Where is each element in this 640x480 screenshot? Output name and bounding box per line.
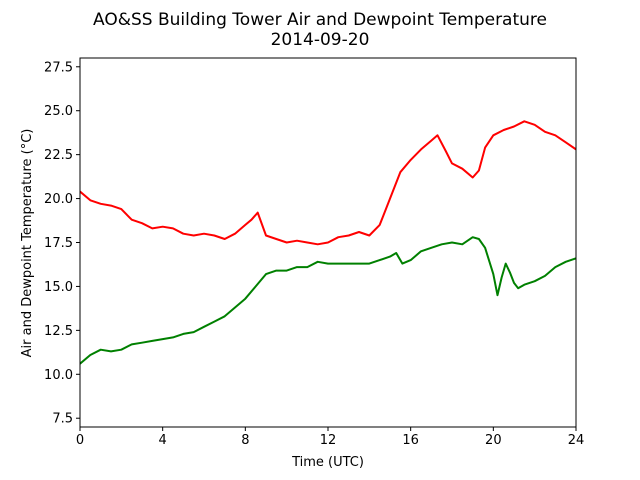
x-tick-label: 0: [76, 433, 84, 448]
y-tick-label: 22.5: [44, 148, 73, 163]
x-tick-label: 12: [320, 433, 337, 448]
y-tick-label: 27.5: [44, 60, 73, 75]
x-tick-label: 20: [485, 433, 502, 448]
y-tick-label: 25.0: [44, 104, 73, 119]
chart-title: AO&SS Building Tower Air and Dewpoint Te…: [93, 10, 547, 30]
y-tick-label: 12.5: [44, 324, 73, 339]
x-tick-label: 24: [568, 433, 585, 448]
series-line-2: [80, 236, 576, 365]
y-tick-label: 15.0: [44, 280, 73, 295]
y-tick-label: 20.0: [44, 192, 73, 207]
y-axis-label: Air and Dewpoint Temperature (°C): [20, 129, 35, 358]
y-tick-label: 7.5: [52, 412, 73, 427]
x-axis-label: Time (UTC): [291, 455, 364, 470]
x-tick-label: 4: [159, 433, 167, 448]
series-line-1: [80, 120, 576, 246]
y-tick-label: 17.5: [44, 236, 73, 251]
x-tick-label: 8: [241, 433, 249, 448]
y-tick-label: 10.0: [44, 368, 73, 383]
plot-area: 0 4 8 12 16 20 24 7.5 10.0 12.5 15.0 17.5 20.0 22.5 25…: [44, 57, 585, 448]
x-tick-label: 16: [402, 433, 419, 448]
chart-subtitle: 2014-09-20: [271, 30, 370, 50]
